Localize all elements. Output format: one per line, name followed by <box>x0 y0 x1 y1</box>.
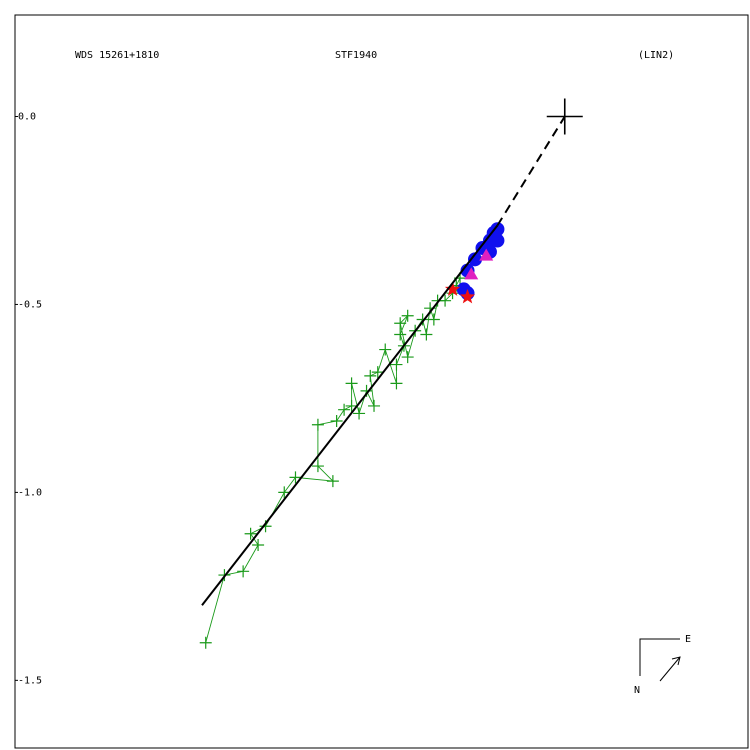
orbit-line <box>201 224 499 606</box>
node-line <box>496 115 566 227</box>
measurement-plus <box>338 403 351 416</box>
measurement-plus <box>394 317 407 330</box>
measurement-star <box>459 288 476 304</box>
measurement-plus <box>252 539 265 552</box>
measurement-plus <box>311 418 324 431</box>
measurement-plus <box>364 369 377 382</box>
chart-title: STF1940 <box>335 50 377 61</box>
measurement-plus <box>420 328 433 341</box>
measurement-plus <box>427 313 440 326</box>
measurement-plus <box>394 328 407 341</box>
measurement-plus <box>289 471 302 484</box>
measurement-circle <box>490 222 505 237</box>
measurement-plus <box>368 399 381 412</box>
y-tick-label: -1.0 <box>18 487 42 498</box>
measurement-plus <box>439 294 452 307</box>
compass-axes <box>639 638 680 676</box>
measurement-plus <box>390 358 403 371</box>
measurement-circle <box>467 252 482 267</box>
compass-arrow <box>659 656 681 682</box>
measurement-plus <box>353 407 366 420</box>
measurement-plus <box>326 475 339 488</box>
primary-star <box>546 98 583 135</box>
y-tick-label: -1.5 <box>18 675 42 686</box>
measurement-circle <box>490 233 505 248</box>
measurement-plus <box>330 414 343 427</box>
plot-frame <box>14 14 749 749</box>
measurement-track <box>205 277 461 643</box>
measurement-triangle <box>464 267 479 280</box>
wds-id: WDS 15261+1810 <box>75 50 159 61</box>
measurement-plus <box>379 343 392 356</box>
compass-arrowhead <box>671 656 681 666</box>
y-tick-label: 0.0 <box>18 111 36 122</box>
measurement-plus <box>401 309 414 322</box>
measurement-plus <box>278 486 291 499</box>
measurement-star <box>444 281 461 296</box>
measurement-plus <box>199 636 212 649</box>
compass: E N <box>634 634 691 696</box>
measurement-plus <box>416 313 429 326</box>
reference: (LIN2) <box>638 50 674 61</box>
measurement-plus <box>390 377 403 390</box>
y-tick-label: -0.5 <box>18 299 42 310</box>
measurement-plus <box>371 366 384 379</box>
measurement-triangle <box>479 248 494 261</box>
measurement-plus <box>345 377 358 390</box>
measurement-plus <box>401 351 414 364</box>
compass-north: N <box>634 685 640 696</box>
measurement-plus <box>244 527 257 540</box>
measurement-plus <box>345 399 358 412</box>
compass-east: E <box>685 634 691 645</box>
measurement-plus <box>237 565 250 578</box>
measurement-plus <box>311 460 324 473</box>
